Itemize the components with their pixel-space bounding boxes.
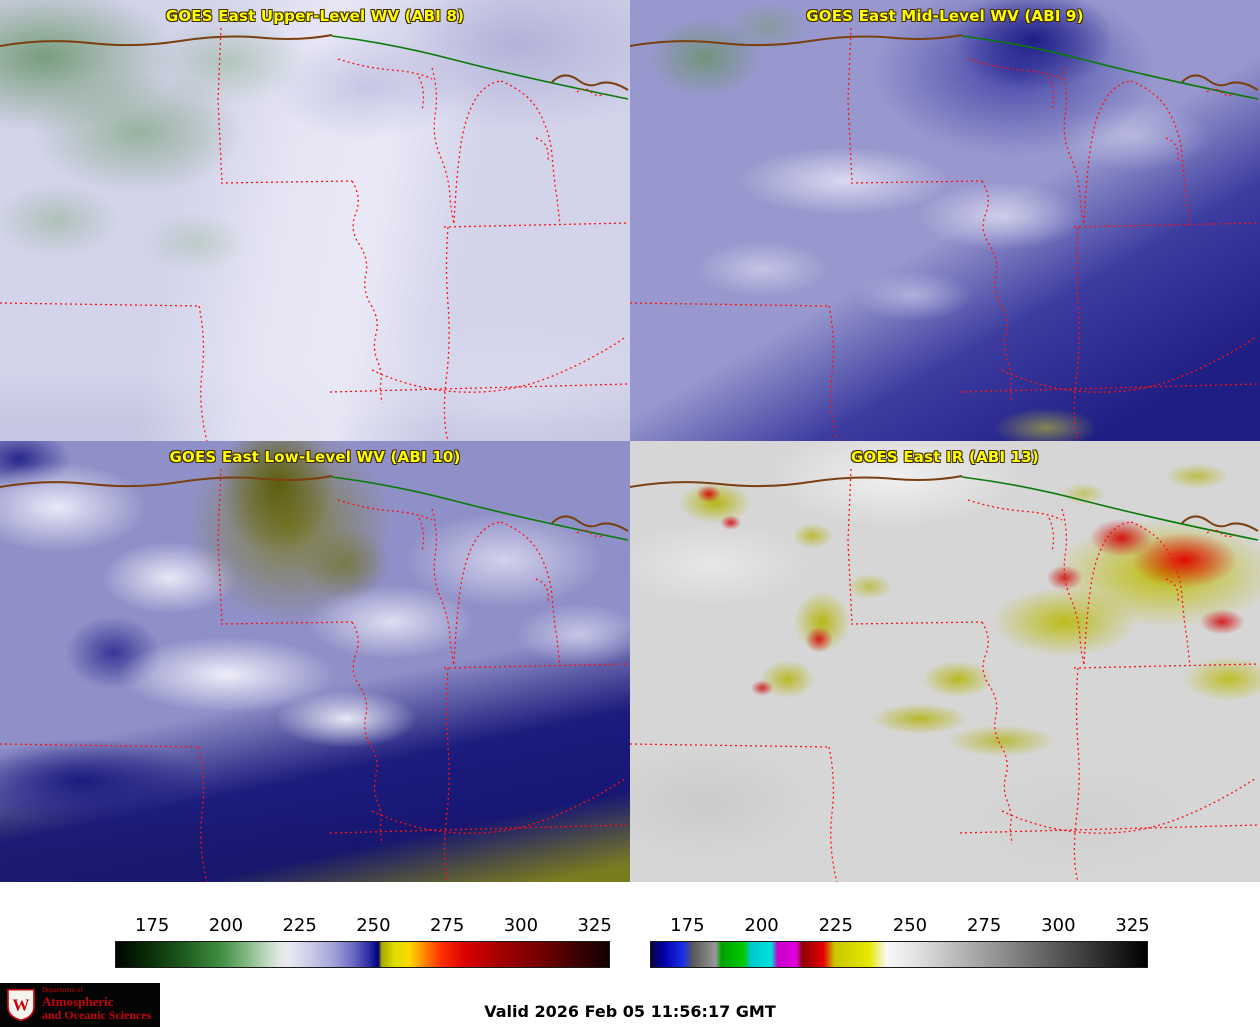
satellite-imagery-low-wv bbox=[0, 441, 630, 882]
colorbar-tick: 250 bbox=[892, 915, 928, 936]
colorbar-tick: 275 bbox=[429, 915, 465, 936]
colorbar-tick: 175 bbox=[134, 915, 170, 936]
colorbar-tick: 225 bbox=[818, 915, 853, 936]
logo-line2: and Oceanic Sciences bbox=[42, 1008, 152, 1023]
uw-aos-logo: W Department of Atmospheric and Oceanic … bbox=[0, 983, 160, 1027]
state-borders-overlay bbox=[0, 468, 629, 882]
wv-colorbar: 175 200 225 250 275 300 325 bbox=[115, 915, 612, 968]
colorbar-tick: 225 bbox=[282, 915, 317, 936]
panel-mid-level-wv: GOES East Mid-Level WV (ABI 9) bbox=[630, 0, 1260, 441]
colorbar-tick: 250 bbox=[356, 915, 391, 936]
satellite-imagery-ir bbox=[630, 441, 1260, 882]
state-borders-overlay bbox=[630, 27, 1259, 441]
state-borders-overlay bbox=[0, 27, 629, 441]
panel-upper-level-wv: GOES East Upper-Level WV (ABI 8) bbox=[0, 0, 630, 441]
colorbar-tick: 275 bbox=[966, 915, 1002, 936]
valid-time: Valid 2026 Feb 05 11:56:17 GMT bbox=[484, 1002, 776, 1021]
wv-colorbar-gradient bbox=[115, 941, 610, 968]
crest-letter: W bbox=[13, 996, 30, 1015]
uw-crest-icon: W bbox=[7, 988, 35, 1022]
panel-ir: GOES East IR (ABI 13) bbox=[630, 441, 1260, 882]
logo-dept-line: Department of bbox=[42, 986, 83, 995]
panel-title-mid-wv: GOES East Mid-Level WV (ABI 9) bbox=[806, 7, 1084, 25]
ir-colorbar: 175 200 225 250 275 300 325 bbox=[650, 915, 1150, 968]
ir-colorbar-gradient bbox=[650, 941, 1148, 968]
colorbar-tick: 300 bbox=[503, 915, 539, 936]
satellite-imagery-upper-wv bbox=[0, 0, 630, 441]
state-borders-overlay bbox=[630, 468, 1259, 882]
colorbar-tick: 175 bbox=[670, 915, 705, 936]
panel-low-level-wv: GOES East Low-Level WV (ABI 10) bbox=[0, 441, 630, 882]
colorbar-tick: 325 bbox=[1115, 915, 1150, 936]
satellite-imagery-mid-wv bbox=[630, 0, 1260, 441]
wv-colorbar-ticks: 175 200 225 250 275 300 325 bbox=[115, 915, 612, 941]
logo-line1: Atmospheric bbox=[42, 994, 114, 1010]
colorbar-tick: 200 bbox=[744, 915, 779, 936]
colorbar-tick: 325 bbox=[577, 915, 612, 936]
panel-title-low-wv: GOES East Low-Level WV (ABI 10) bbox=[169, 448, 461, 466]
logo-text: Department of Atmospheric and Oceanic Sc… bbox=[42, 987, 151, 1022]
panel-title-ir: GOES East IR (ABI 13) bbox=[850, 448, 1039, 466]
colorbar-tick: 200 bbox=[208, 915, 244, 936]
ir-colorbar-ticks: 175 200 225 250 275 300 325 bbox=[650, 915, 1150, 941]
colorbar-tick: 300 bbox=[1041, 915, 1076, 936]
panel-grid: GOES East Upper-Level WV (ABI 8) GOES Ea… bbox=[0, 0, 1260, 882]
panel-title-upper-wv: GOES East Upper-Level WV (ABI 8) bbox=[165, 7, 465, 25]
